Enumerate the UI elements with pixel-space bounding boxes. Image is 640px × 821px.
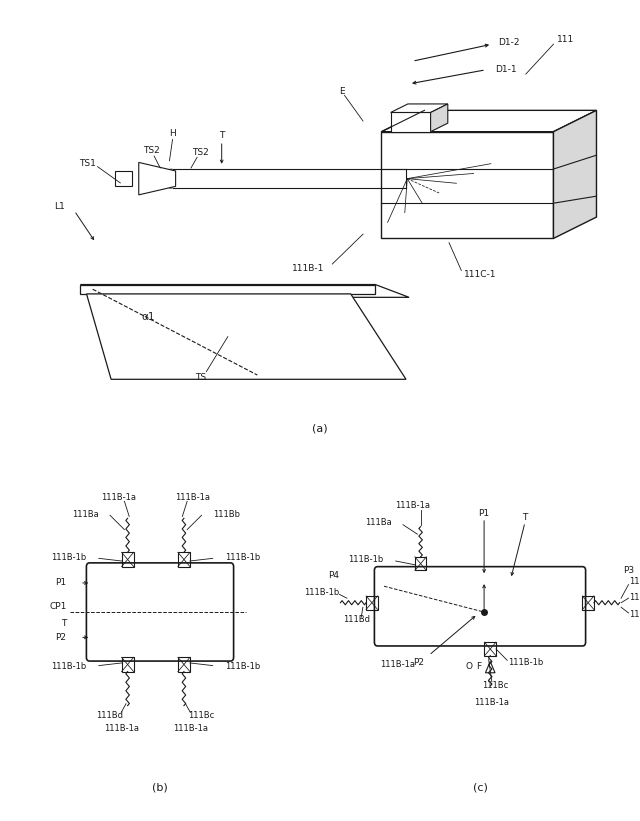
Text: 111B-1a: 111B-1a: [474, 698, 509, 707]
Text: TS1: TS1: [79, 159, 96, 168]
Text: 111Bc: 111Bc: [482, 681, 508, 690]
Text: H: H: [169, 130, 176, 138]
Polygon shape: [81, 285, 375, 294]
Text: 111Ba: 111Ba: [72, 510, 99, 519]
Polygon shape: [381, 110, 596, 131]
Polygon shape: [81, 285, 409, 297]
Text: 111B-1a: 111B-1a: [104, 724, 139, 733]
Text: α1: α1: [141, 313, 155, 323]
Text: 111: 111: [557, 35, 574, 44]
Text: P2: P2: [413, 658, 424, 667]
Text: 111B-1b: 111B-1b: [629, 609, 640, 618]
Polygon shape: [139, 163, 175, 195]
Text: 111B-1b: 111B-1b: [225, 553, 260, 562]
Text: 111Bd: 111Bd: [97, 710, 124, 719]
Polygon shape: [86, 294, 406, 379]
Text: TS2: TS2: [143, 146, 159, 155]
Text: 111Ba: 111Ba: [365, 517, 392, 526]
Polygon shape: [381, 131, 554, 238]
Text: P1: P1: [479, 509, 490, 518]
Text: P3: P3: [623, 566, 634, 576]
Text: 111Bb: 111Bb: [629, 593, 640, 602]
Text: (c): (c): [472, 782, 488, 792]
Polygon shape: [554, 110, 596, 238]
Polygon shape: [115, 171, 132, 186]
Polygon shape: [390, 104, 448, 112]
Text: D1-2: D1-2: [498, 39, 520, 48]
Text: 111B-1a: 111B-1a: [629, 577, 640, 586]
Text: O: O: [466, 663, 473, 672]
Text: 111B-1a: 111B-1a: [381, 660, 415, 669]
Text: CP1: CP1: [49, 602, 67, 611]
Text: P1: P1: [56, 579, 67, 588]
Text: 111B-1: 111B-1: [292, 264, 324, 273]
Text: 111B-1a: 111B-1a: [101, 493, 136, 502]
Text: D1-1: D1-1: [495, 66, 516, 74]
Text: (a): (a): [312, 424, 328, 433]
Text: P4: P4: [328, 571, 339, 580]
Text: 111C-1: 111C-1: [465, 270, 497, 279]
Text: T: T: [219, 131, 225, 140]
Text: 111B-1b: 111B-1b: [225, 663, 260, 672]
Text: 111B-1b: 111B-1b: [508, 658, 543, 667]
Text: 111Bc: 111Bc: [188, 710, 214, 719]
Text: 111Bb: 111Bb: [212, 510, 240, 519]
Text: E: E: [339, 87, 344, 95]
Text: (b): (b): [152, 782, 168, 792]
Text: TS: TS: [195, 373, 205, 382]
Polygon shape: [431, 104, 448, 131]
Text: 111B-1b: 111B-1b: [303, 588, 339, 597]
Text: 111B-1b: 111B-1b: [51, 663, 86, 672]
Text: T: T: [522, 512, 528, 521]
Text: 111B-1a: 111B-1a: [395, 502, 430, 511]
Text: 111B-1a: 111B-1a: [175, 493, 211, 502]
Text: P2: P2: [56, 633, 67, 642]
Text: 111B-1b: 111B-1b: [51, 553, 86, 562]
FancyBboxPatch shape: [86, 563, 234, 661]
Text: F: F: [476, 663, 482, 672]
Text: 111B-1b: 111B-1b: [349, 555, 384, 564]
Text: L1: L1: [54, 202, 65, 211]
Text: 111B-1a: 111B-1a: [173, 724, 208, 733]
FancyBboxPatch shape: [374, 566, 586, 646]
Text: TS2: TS2: [192, 148, 209, 157]
Text: T: T: [61, 619, 67, 628]
Text: 111Bd: 111Bd: [343, 615, 370, 624]
Polygon shape: [390, 112, 431, 131]
